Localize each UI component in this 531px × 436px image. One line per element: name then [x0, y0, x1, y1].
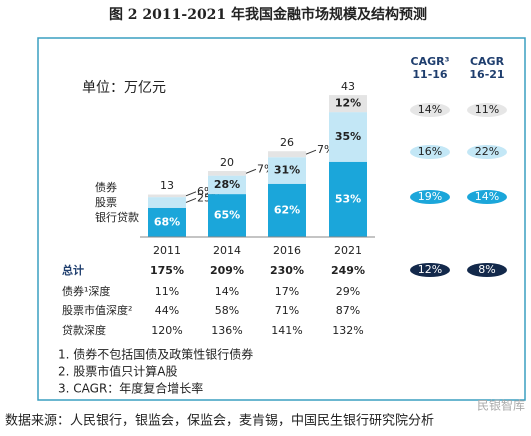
- bar-segment: [208, 171, 246, 176]
- cagr-header: CAGR: [470, 55, 505, 68]
- cagr-value: 16%: [418, 145, 442, 158]
- cagr-header: 11-16: [412, 68, 448, 81]
- bar-segment: [208, 194, 246, 237]
- legend-label: 银行贷款: [95, 210, 139, 224]
- cagr-header: CAGR³: [411, 55, 450, 68]
- footnote: 2. 股票市值只计算A股: [58, 364, 177, 379]
- cagr-badge: [467, 190, 507, 204]
- leader-line: [185, 198, 197, 203]
- bar-segment: [148, 194, 186, 198]
- footnote: 3. CAGR：年度复合增长率: [58, 381, 203, 396]
- x-tick-label: 2011: [153, 244, 181, 257]
- bar-segment: [268, 183, 306, 237]
- table-cell: 230%: [270, 264, 304, 277]
- table-cell: 44%: [155, 304, 179, 317]
- table-cell: 14%: [215, 285, 239, 298]
- bar-segment: [148, 197, 186, 208]
- legend-label: 股票: [95, 196, 117, 209]
- leader-line: [245, 168, 257, 174]
- total-label: 43: [341, 80, 355, 93]
- leader-line: [305, 149, 317, 155]
- table-cell: 141%: [271, 324, 302, 337]
- bar-segment: [268, 157, 306, 184]
- table-cell: 132%: [332, 324, 363, 337]
- cagr-header: 16-21: [469, 68, 504, 81]
- row-label: 股票市值深度²: [62, 303, 132, 317]
- value-label: 35%: [335, 130, 361, 143]
- watermark: 民银智库: [477, 398, 525, 413]
- cagr-value: 19%: [418, 190, 442, 203]
- footnote: 1. 债券不包括国债及政策性银行债券: [58, 347, 253, 362]
- table-cell: 71%: [275, 304, 299, 317]
- cagr-value: 11%: [475, 103, 499, 116]
- cagr-badge: [467, 103, 507, 117]
- row-label: 总计: [62, 263, 84, 277]
- row-label: 债券¹深度: [62, 284, 110, 298]
- bar-segment: [329, 161, 367, 237]
- cagr-value: 12%: [418, 263, 442, 276]
- value-label: 31%: [274, 164, 300, 177]
- cagr-value: 14%: [418, 103, 442, 116]
- table-cell: 87%: [336, 304, 360, 317]
- table-cell: 209%: [210, 264, 244, 277]
- table-cell: 17%: [275, 285, 299, 298]
- value-label: 65%: [214, 209, 240, 222]
- cagr-badge: [410, 103, 450, 117]
- table-cell: 249%: [331, 264, 365, 277]
- table-cell: 11%: [155, 285, 179, 298]
- cagr-value: 8%: [478, 263, 495, 276]
- cagr-badge: [410, 190, 450, 204]
- table-cell: 136%: [211, 324, 242, 337]
- bar-segment: [148, 207, 186, 237]
- cagr-badge: [410, 263, 450, 277]
- table-cell: 29%: [336, 285, 360, 298]
- value-label: 62%: [274, 203, 300, 216]
- value-label: 12%: [335, 97, 361, 110]
- bar-segment: [208, 175, 246, 195]
- title: 图 2 2011-2021 年我国金融市场规模及结构预测: [109, 6, 427, 23]
- bar-segment: [329, 95, 367, 113]
- legend-label: 债券: [95, 180, 117, 194]
- bar-segment: [268, 151, 306, 158]
- cagr-badge: [467, 263, 507, 277]
- row-label: 贷款深度: [62, 323, 106, 337]
- bar-segment: [329, 112, 367, 162]
- x-tick-label: 2014: [213, 244, 241, 257]
- leader-line: [185, 191, 197, 197]
- x-tick-label: 2021: [334, 244, 362, 257]
- unit: 单位：万亿元: [82, 80, 166, 96]
- total-label: 20: [220, 156, 234, 169]
- cagr-value: 22%: [475, 145, 499, 158]
- value-label: 68%: [154, 215, 180, 228]
- table-cell: 120%: [151, 324, 182, 337]
- table-cell: 58%: [215, 304, 239, 317]
- cagr-badge: [467, 145, 507, 159]
- frame: [37, 37, 526, 401]
- cagr-value: 14%: [475, 190, 499, 203]
- x-tick-label: 2016: [273, 244, 301, 257]
- total-label: 26: [280, 136, 294, 149]
- total-label: 13: [160, 179, 174, 192]
- value-label: 53%: [335, 192, 361, 205]
- table-cell: 175%: [150, 264, 184, 277]
- cagr-badge: [410, 145, 450, 159]
- value-label: 28%: [214, 178, 240, 191]
- source: 数据来源：人民银行，银监会，保监会，麦肯锡，中国民生银行研究院分析: [5, 414, 434, 429]
